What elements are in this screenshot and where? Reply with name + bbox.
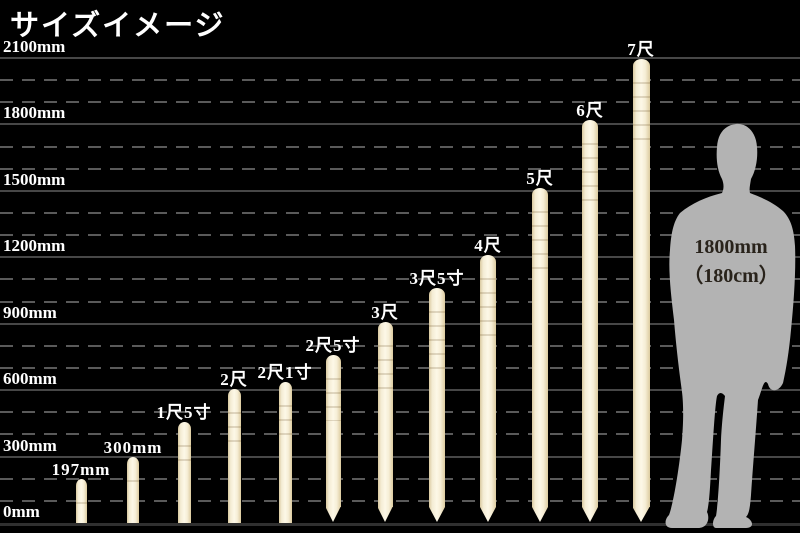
gridline-dashed-1300mm [0,234,800,237]
stake-body [377,328,393,507]
stake-dome [227,388,241,396]
y-axis-tick-label: 900mm [3,302,57,322]
stake-body [177,429,191,523]
stake-body [127,463,139,523]
stake-dome [75,479,87,487]
y-axis-tick-label: 300mm [3,435,57,455]
gridline-dashed-100mm [0,499,800,502]
gridline-dashed-1700mm [0,145,800,148]
y-axis-tick-label: 0mm [3,502,40,521]
stake-size-label: 1尺5寸 [156,403,212,423]
stake-body [278,389,292,523]
stake-size-label: 3尺5寸 [409,269,465,289]
stake-notches [532,198,548,279]
stake-notches [582,131,598,212]
stake-notches [75,490,87,505]
stake-size-label: 3尺 [371,302,399,322]
stake-body [480,261,496,507]
stake-bar-6 [325,355,341,522]
stake-dome [127,456,139,464]
baseline-axis [0,523,800,526]
gridline-dashed-800mm [0,344,800,347]
gridline-dashed-1600mm [0,167,800,170]
stake-notches [278,393,292,444]
stake-bar-2 [127,456,139,523]
gridline-dashed-400mm [0,433,800,436]
stake-notches [377,332,393,401]
gridline-dashed-1400mm [0,211,800,214]
gridline-dashed-500mm [0,411,800,414]
gridline-dashed-2000mm [0,79,800,82]
stake-notches [480,265,496,346]
human-silhouette-shape [665,123,796,528]
y-axis-tick-label: 1800mm [3,103,66,123]
stake-dome [177,422,191,430]
stake-dome [325,355,341,363]
stake-notches [429,299,445,380]
y-axis-tick-label: 600mm [3,369,57,389]
stake-size-label: 4尺 [474,235,502,255]
stake-dome [278,382,292,390]
figure-height-mm: 1800mm [694,236,768,258]
gridline-dashed-1100mm [0,278,800,281]
figure-height-cm: （180cm） [683,265,779,287]
stake-body [582,127,598,507]
stake-size-label: 7尺 [627,40,655,59]
stake-body [75,486,87,523]
stake-bar-4 [227,388,241,523]
stake-size-label: 5尺 [526,168,554,188]
stake-body [632,66,650,507]
stake-bar-1 [75,479,87,523]
gridline-dashed-700mm [0,366,800,369]
stake-notches [127,467,139,491]
stake-bar-8 [429,288,445,522]
stake-notches [325,366,341,422]
stake-body [325,362,341,507]
gridline-dashed-200mm [0,477,800,480]
gridline-solid-1500mm [0,189,800,192]
y-axis-tick-label: 2100mm [3,36,66,56]
stake-body [429,295,445,507]
page-title: サイズイメージ [10,10,226,42]
gridline-dashed-1000mm [0,300,800,303]
stake-dome [429,288,445,296]
stake-size-label: 197mm [51,460,111,480]
gridline-dashed-1900mm [0,101,800,104]
stake-body [227,395,241,523]
gridline-solid-300mm [0,455,800,458]
stake-bar-12 [632,59,650,522]
stake-dome [532,187,548,195]
stake-notches [227,399,241,449]
y-axis-tick-label: 1200mm [3,236,66,256]
gridline-solid-1200mm [0,256,800,259]
figure-height-label: 1800mm （180cm） [675,233,787,291]
stake-bar-5 [278,382,292,523]
gridline-solid-600mm [0,389,800,392]
stake-dome [582,120,598,128]
gridline-solid-900mm [0,322,800,325]
stake-dome [480,254,496,262]
stake-notches [632,70,650,150]
stake-bar-3 [177,422,191,523]
gridline-solid-2100mm [0,56,800,59]
stake-bar-10 [532,187,548,522]
stake-size-label: 6尺 [576,101,604,121]
stake-dome [632,59,650,66]
stake-size-label: 300mm [103,437,163,457]
stake-notches [177,433,191,469]
stake-size-label: 2尺 [220,369,248,389]
stake-body [532,194,548,507]
stake-bar-9 [480,254,496,522]
stake-size-label: 2尺5寸 [305,336,361,356]
stake-size-label: 2尺1寸 [257,363,313,383]
stake-bar-11 [582,120,598,522]
stake-dome [377,321,393,329]
stake-bar-7 [377,321,393,522]
gridline-solid-1800mm [0,123,800,126]
y-axis-tick-label: 1500mm [3,169,66,189]
